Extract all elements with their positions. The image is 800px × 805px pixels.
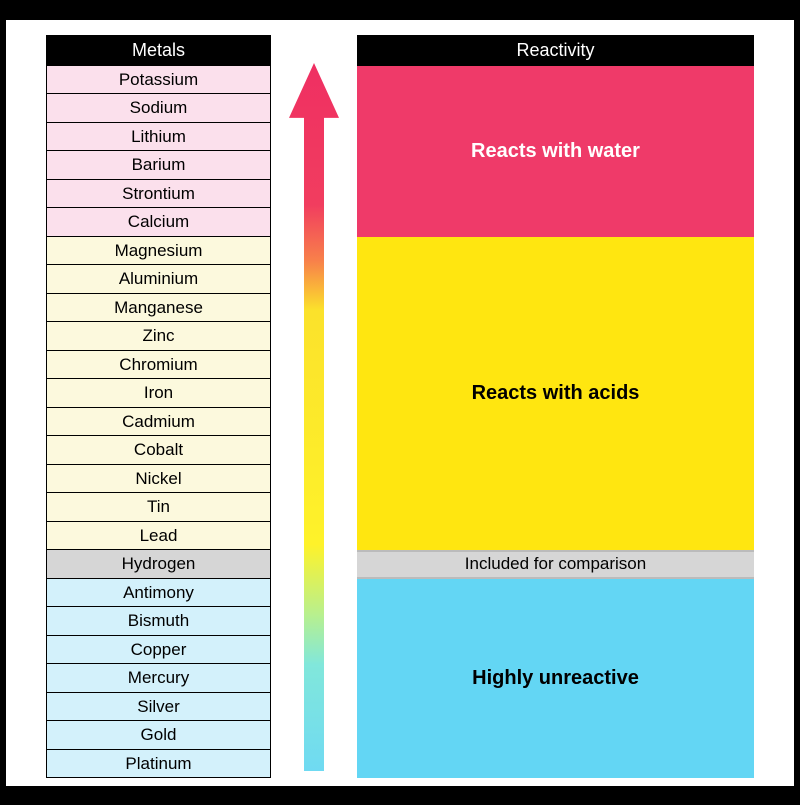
metal-row: Sodium [46,94,271,123]
metals-list: PotassiumSodiumLithiumBariumStrontiumCal… [46,66,271,779]
reactivity-arrow-icon [289,63,339,771]
metal-row: Antimony [46,579,271,608]
metal-row: Platinum [46,750,271,779]
metal-row: Gold [46,721,271,750]
reactivity-blocks: Reacts with waterReacts with acidsInclud… [357,66,754,779]
metal-row: Tin [46,493,271,522]
reactivity-header: Reactivity [357,35,754,66]
reactivity-column: Reactivity Reacts with waterReacts with … [357,35,754,771]
metal-row: Barium [46,151,271,180]
metal-row: Magnesium [46,237,271,266]
metal-row: Potassium [46,66,271,95]
metal-row: Strontium [46,180,271,209]
metal-row: Silver [46,693,271,722]
metal-row: Nickel [46,465,271,494]
metals-header: Metals [46,35,271,66]
metals-column: Metals PotassiumSodiumLithiumBariumStron… [46,35,271,771]
metal-row: Chromium [46,351,271,380]
metal-row: Cadmium [46,408,271,437]
metal-row: Lead [46,522,271,551]
metal-row: Manganese [46,294,271,323]
metal-row: Mercury [46,664,271,693]
reactivity-series-diagram: Metals PotassiumSodiumLithiumBariumStron… [5,19,795,787]
metal-row: Copper [46,636,271,665]
metal-row: Lithium [46,123,271,152]
metal-row: Calcium [46,208,271,237]
reactivity-block: Reacts with acids [357,237,754,551]
metal-row: Aluminium [46,265,271,294]
arrow-column [289,35,339,771]
reactivity-block: Reacts with water [357,66,754,237]
metal-row: Iron [46,379,271,408]
metal-row: Bismuth [46,607,271,636]
comparison-separator: Included for comparison [357,550,754,579]
metal-row: Hydrogen [46,550,271,579]
metal-row: Zinc [46,322,271,351]
reactivity-block: Highly unreactive [357,579,754,779]
metal-row: Cobalt [46,436,271,465]
